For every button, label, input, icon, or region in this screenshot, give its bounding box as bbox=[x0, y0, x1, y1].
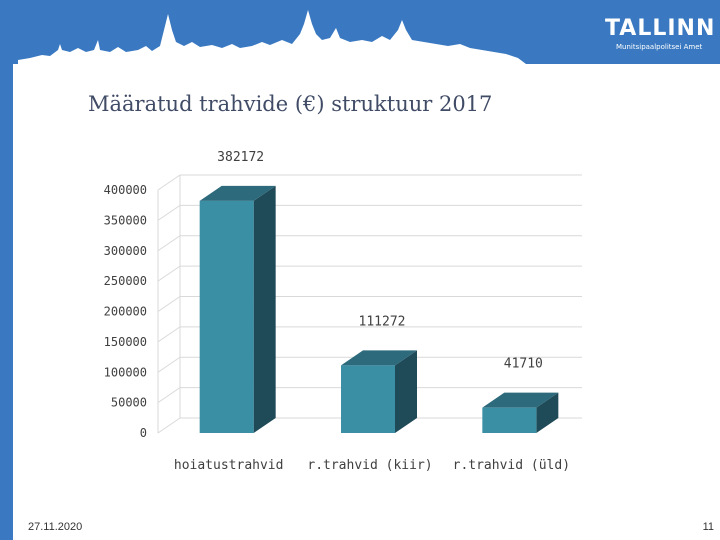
gridline-depth bbox=[157, 326, 181, 343]
x-tick-label: r.trahvid (üld) bbox=[453, 458, 570, 473]
y-tick-label: 100000 bbox=[104, 365, 147, 379]
y-tick-label: 400000 bbox=[104, 183, 147, 197]
bar-top bbox=[482, 392, 559, 408]
logo-wordmark: TALLINN bbox=[605, 16, 716, 41]
y-tick-label: 350000 bbox=[104, 213, 147, 227]
x-tick-label: r.trahvid (kiir) bbox=[307, 458, 432, 473]
y-tick-label: 0 bbox=[140, 426, 147, 440]
gridline-depth bbox=[157, 174, 181, 191]
slide-title: Määratud trahvide (€) struktuur 2017 bbox=[88, 92, 493, 116]
gridline-depth bbox=[157, 387, 181, 404]
left-accent-strip bbox=[0, 64, 13, 540]
logo-subtitle: Munitsipaalpolitsei Amet bbox=[616, 43, 703, 51]
bar-side bbox=[253, 185, 276, 433]
gridline-depth bbox=[157, 265, 181, 282]
y-tick-label: 50000 bbox=[111, 396, 147, 410]
labels: 0 50000 100000 150000 200000 250000 300000 3500… bbox=[104, 150, 570, 473]
footer-date: 27.11.2020 bbox=[28, 521, 83, 533]
x-tick-label: hoiatustrahvid bbox=[174, 458, 284, 473]
bar-top bbox=[341, 350, 417, 366]
bars bbox=[199, 185, 559, 433]
y-tick-label: 200000 bbox=[104, 305, 147, 319]
bar bbox=[482, 407, 537, 433]
skyline-graphic bbox=[18, 10, 526, 64]
bar bbox=[199, 200, 254, 433]
y-tick-label: 250000 bbox=[104, 274, 147, 288]
bar-top bbox=[199, 185, 276, 201]
bar-side bbox=[395, 350, 417, 433]
data-label: 382172 bbox=[217, 150, 264, 165]
bar bbox=[341, 365, 395, 433]
tallinn-logo: TALLINN Munitsipaalpolitsei Amet bbox=[605, 14, 716, 54]
gridline-depth bbox=[157, 296, 181, 312]
y-tick-label: 300000 bbox=[104, 244, 147, 258]
bar-side bbox=[536, 392, 559, 433]
data-label: 41710 bbox=[504, 357, 543, 372]
page-number: 11 bbox=[702, 521, 714, 533]
data-label: 111272 bbox=[359, 314, 406, 329]
gridline-depth bbox=[157, 356, 181, 373]
gridline-depth bbox=[157, 417, 181, 434]
gridline-depth bbox=[157, 204, 181, 221]
header-banner: TALLINN Munitsipaalpolitsei Amet bbox=[0, 0, 720, 64]
gridline-depth bbox=[157, 235, 181, 252]
y-tick-label: 150000 bbox=[104, 335, 147, 349]
